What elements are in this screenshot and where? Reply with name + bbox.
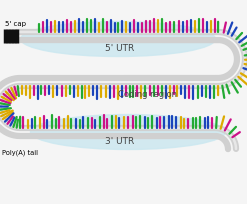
Text: 3' UTR: 3' UTR: [105, 137, 134, 146]
Text: Poly(A) tail: Poly(A) tail: [2, 149, 38, 155]
Ellipse shape: [21, 21, 215, 57]
Ellipse shape: [30, 114, 226, 150]
Text: 5' UTR: 5' UTR: [105, 44, 134, 53]
Text: 5' cap: 5' cap: [5, 21, 26, 27]
Text: Coding region: Coding region: [118, 90, 177, 99]
